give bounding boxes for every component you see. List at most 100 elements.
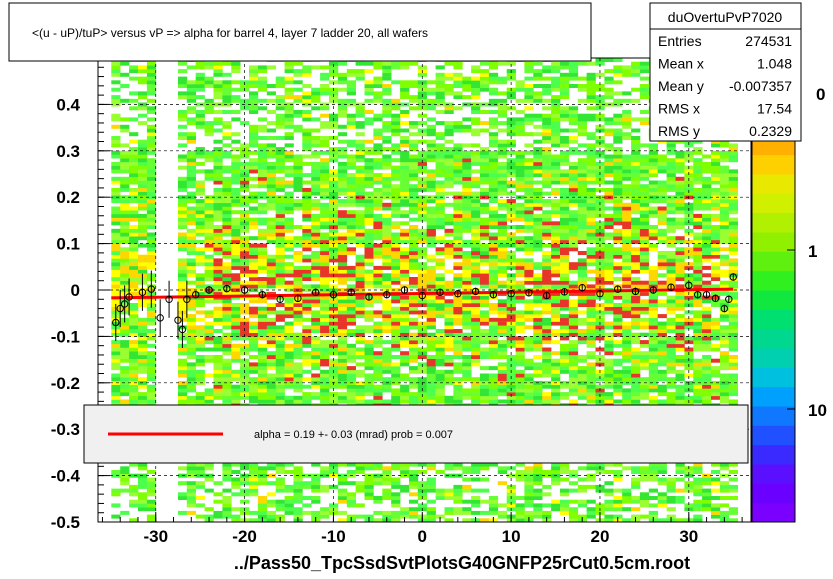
heat-cell <box>222 377 232 382</box>
heat-cell <box>266 295 276 300</box>
heat-cell <box>146 136 157 140</box>
heat-cell <box>302 139 312 144</box>
heat-cell <box>586 299 596 304</box>
heat-cell <box>222 251 232 255</box>
heat-cell <box>186 466 196 471</box>
heat-cell <box>533 202 543 207</box>
heat-cell <box>138 180 148 185</box>
heat-cell <box>186 265 196 270</box>
heat-cell <box>391 191 401 196</box>
heat-cell <box>391 199 401 204</box>
heat-cell <box>311 150 321 155</box>
heat-cell <box>551 314 561 319</box>
heat-cell <box>542 139 552 144</box>
heat-cell <box>293 254 303 259</box>
heat-cell <box>577 251 587 255</box>
heat-cell <box>213 258 223 263</box>
heat-cell <box>524 314 534 319</box>
heat-cell <box>462 355 472 359</box>
heat-cell <box>186 173 196 178</box>
heat-cell <box>560 247 570 252</box>
heat-cell <box>204 225 214 229</box>
heat-cell <box>320 150 330 155</box>
heat-cell <box>471 243 481 248</box>
heat-cell <box>266 377 276 382</box>
heat-cell <box>222 384 232 389</box>
heat-cell <box>213 499 223 504</box>
heat-cell <box>329 191 339 196</box>
heat-cell <box>337 239 348 244</box>
heat-cell <box>120 210 130 215</box>
heat-cell <box>542 470 552 474</box>
heat-cell <box>320 392 330 397</box>
heat-cell <box>382 221 392 226</box>
heat-cell <box>311 269 321 274</box>
heat-cell <box>533 507 543 512</box>
heat-cell <box>346 351 356 356</box>
heat-cell <box>120 280 130 285</box>
heat-cell <box>213 217 223 222</box>
heat-cell <box>129 310 139 315</box>
heat-cell <box>480 187 490 192</box>
heat-cell <box>231 306 241 311</box>
heat-cell <box>195 273 205 278</box>
heat-cell <box>249 332 259 337</box>
heat-cell <box>293 310 303 315</box>
heat-cell <box>551 154 561 159</box>
heat-cell <box>595 221 605 226</box>
heat-cell <box>337 232 348 237</box>
heat-cell <box>222 72 232 77</box>
heat-cell <box>275 147 285 152</box>
heat-cell <box>426 232 436 237</box>
heat-cell <box>515 384 525 389</box>
heat-cell <box>391 265 401 270</box>
heat-cell <box>382 496 392 500</box>
heat-cell <box>138 228 148 233</box>
heat-cell <box>284 165 294 170</box>
heat-cell <box>222 362 232 367</box>
heat-cell <box>409 510 419 515</box>
heat-cell <box>111 373 121 378</box>
heat-cell <box>444 507 454 512</box>
heat-cell <box>497 228 507 233</box>
heat-cell <box>524 373 534 378</box>
heat-cell <box>604 325 614 330</box>
heat-cell <box>426 325 436 330</box>
heat-cell <box>560 139 570 144</box>
heat-cell <box>533 392 543 397</box>
heat-cell <box>604 488 614 493</box>
heat-cell <box>400 87 410 92</box>
heat-cell <box>586 165 596 170</box>
heat-cell <box>240 269 250 274</box>
heat-cell <box>453 165 463 170</box>
heat-cell <box>120 481 130 486</box>
heat-cell <box>533 158 543 163</box>
heat-cell <box>275 377 285 382</box>
heat-cell <box>506 199 516 204</box>
heat-cell <box>471 247 481 252</box>
heat-cell <box>382 388 392 393</box>
heat-cell <box>337 462 348 467</box>
heat-cell <box>120 221 130 226</box>
heat-cell <box>551 158 561 163</box>
heat-cell <box>480 277 490 281</box>
heat-cell <box>506 239 516 244</box>
heat-cell <box>551 299 561 304</box>
heat-cell <box>302 340 312 345</box>
heat-cell <box>249 340 259 345</box>
heat-cell <box>302 343 312 348</box>
heat-cell <box>453 150 463 155</box>
heat-cell <box>488 247 499 252</box>
heat-cell <box>488 199 499 204</box>
heat-cell <box>524 106 534 111</box>
heat-cell <box>204 399 214 404</box>
heat-cell <box>302 117 312 122</box>
heat-cell <box>586 72 596 77</box>
heat-cell <box>373 206 383 211</box>
heat-cell <box>542 65 552 70</box>
heat-cell <box>311 477 321 482</box>
heat-cell <box>551 340 561 345</box>
heat-cell <box>249 366 259 371</box>
heat-cell <box>329 210 339 215</box>
heat-cell <box>337 265 348 270</box>
